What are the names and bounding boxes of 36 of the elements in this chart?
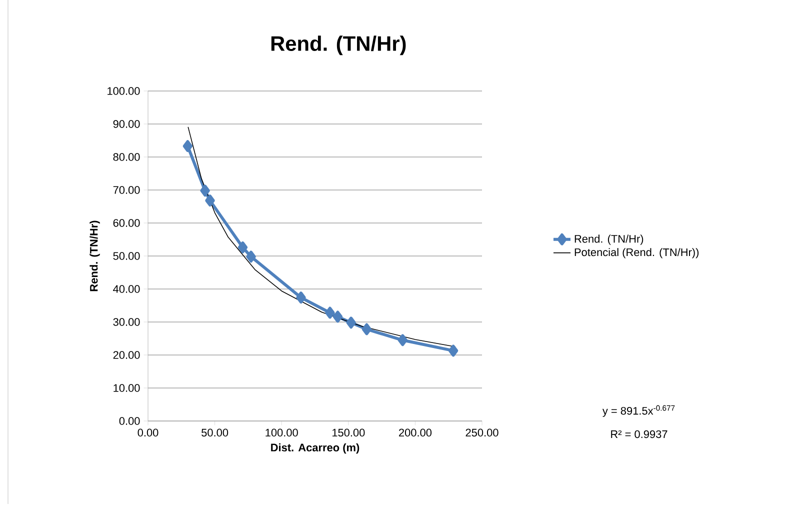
- text: R² = 0.9937: [611, 430, 668, 438]
- y-tick-label: 30.00: [113, 318, 140, 326]
- y-tick-label: 90.00: [113, 120, 140, 128]
- x-tick-label: 150.00: [332, 428, 365, 437]
- point: [296, 292, 306, 304]
- x-tick-label: 50.00: [202, 428, 228, 437]
- point: [238, 241, 248, 254]
- y-tick-label: 50.00: [113, 252, 140, 260]
- y-tick-label: 70.00: [113, 186, 140, 194]
- point: [448, 344, 458, 357]
- point: [182, 140, 193, 152]
- y-tick-label: 10.00: [114, 384, 140, 392]
- y-tick-label: 0.00: [119, 417, 140, 425]
- point: [398, 334, 408, 346]
- y-tick-label: 80.00: [113, 153, 140, 161]
- point: [246, 250, 256, 263]
- text: y = 891.5x$^{-0.677}$: [602, 405, 675, 417]
- legend-label: Potencial (Rend. (TN/Hr)): [574, 248, 699, 258]
- x-tick-label: 100.00: [266, 428, 298, 437]
- y-tick-label: 20.00: [113, 351, 140, 359]
- point: [200, 184, 210, 197]
- x-tick-label: 250.00: [466, 428, 498, 437]
- point: [205, 194, 215, 207]
- x-axis-title: Dist. Acarreo (m): [271, 443, 360, 454]
- chart-title: Rend. (TN/Hr): [271, 36, 406, 56]
- x-tick-label: 0.00: [138, 428, 158, 437]
- legend-label: Rend. (TN/Hr): [574, 234, 644, 245]
- x-tick-label: 200.00: [398, 428, 432, 437]
- y-tick-label: 100.00: [108, 87, 140, 95]
- y-tick-label: 60.00: [113, 219, 140, 227]
- point: [332, 310, 343, 323]
- y-tick-label: 40.00: [113, 285, 140, 293]
- y-axis-title: Rend. (TN/Hr): [90, 220, 100, 292]
- point: [346, 316, 356, 329]
- point: [325, 306, 335, 319]
- point: [362, 323, 372, 336]
